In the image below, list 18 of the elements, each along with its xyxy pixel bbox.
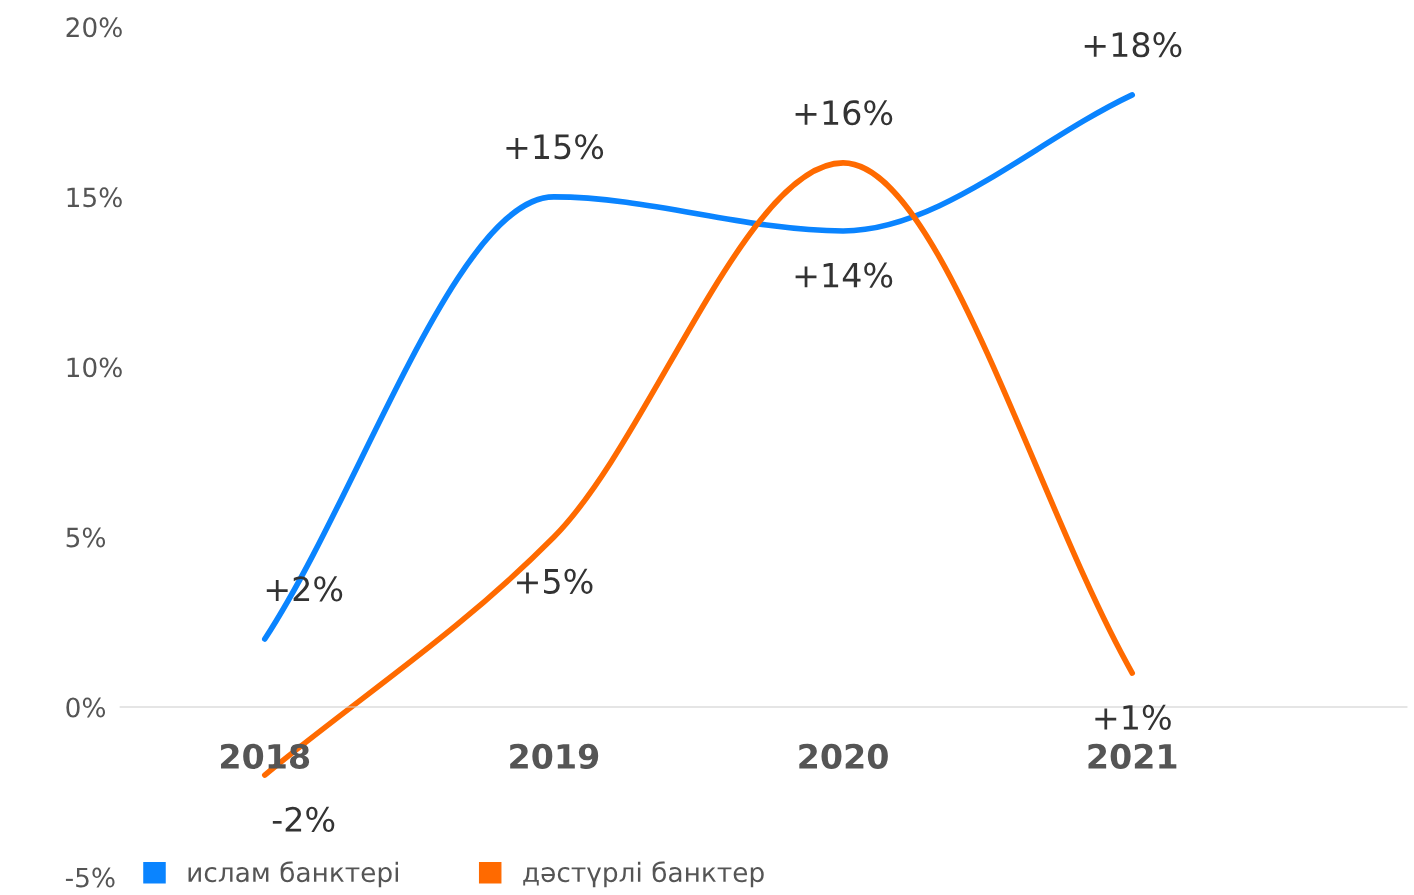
y-tick-label: 0% <box>66 697 106 718</box>
y-tick-label: 20% <box>66 17 122 38</box>
data-label: +15% <box>506 134 604 160</box>
y-tick-label: 5% <box>66 527 106 548</box>
y-tick-label: -5% <box>65 867 115 888</box>
y-tick-label: 15% <box>67 187 122 208</box>
data-label: -2% <box>272 806 335 832</box>
data-label: +14% <box>795 262 893 288</box>
y-tick-label: 10% <box>67 357 122 378</box>
x-tick-label: 2021 <box>1088 743 1177 769</box>
data-label: +18% <box>1084 32 1182 58</box>
legend-label: ислам банктері <box>188 861 399 888</box>
x-tick-label: 2020 <box>799 743 888 769</box>
data-label: +5% <box>517 568 593 594</box>
legend-label: дәстүрлі банктер <box>523 861 764 888</box>
data-label: +1% <box>1095 704 1171 730</box>
x-tick-label: 2019 <box>510 743 599 769</box>
data-label: +16% <box>795 100 893 126</box>
